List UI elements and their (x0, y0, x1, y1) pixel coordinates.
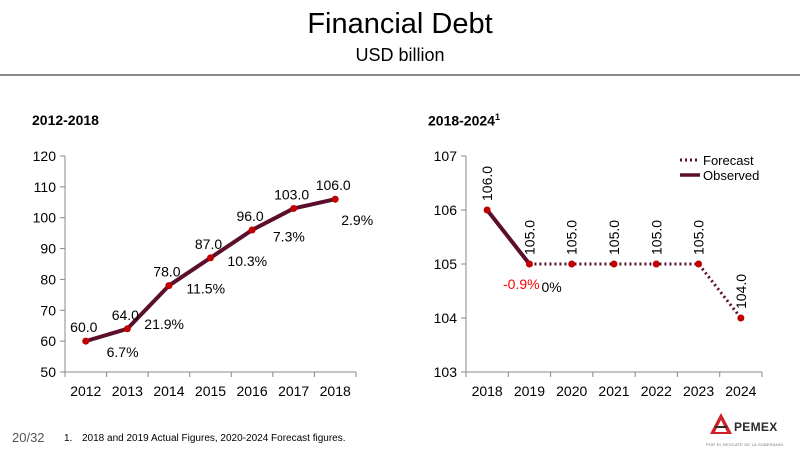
y-tick-label: 106 (434, 202, 458, 218)
x-tick-label: 2016 (236, 383, 267, 399)
data-label: 64.0 (112, 307, 139, 323)
right-chart-title-footnote-mark: 1 (494, 112, 500, 122)
y-tick-label: 103 (434, 364, 458, 380)
growth-rate-label: 0% (541, 279, 561, 295)
data-label: 96.0 (236, 208, 263, 224)
y-tick-label: 80 (40, 271, 56, 287)
data-label: 60.0 (70, 319, 97, 335)
series-line-forecast (529, 262, 743, 319)
y-tick-label: 104 (434, 310, 458, 326)
x-tick-label: 2021 (598, 383, 629, 399)
left-chart-title-text: 2012-2018 (32, 112, 99, 128)
page-title: Financial Debt (307, 8, 493, 40)
x-tick-label: 2018 (472, 383, 503, 399)
pemex-eagle-icon (710, 413, 732, 434)
x-tick-label: 2023 (683, 383, 714, 399)
y-tick-label: 110 (34, 179, 57, 195)
page-number: 20/32 (12, 430, 45, 445)
left-chart-title: 2012-2018 (32, 112, 99, 128)
x-tick-label: 2024 (725, 383, 756, 399)
pemex-logo-tagline: POR EL RESCATE DE LA SOBERANÍA (706, 442, 784, 447)
data-point (207, 254, 214, 262)
data-label: 104.0 (733, 274, 749, 309)
y-tick-label: 60 (40, 333, 56, 349)
x-tick-label: 2015 (195, 383, 226, 399)
data-label: 87.0 (195, 236, 222, 252)
data-label: 105.0 (521, 220, 537, 255)
data-point (568, 260, 576, 268)
data-point (695, 260, 703, 268)
data-point (652, 260, 660, 268)
x-tick-label: 2017 (278, 383, 309, 399)
y-tick-label: 50 (40, 364, 56, 380)
data-label: 103.0 (274, 186, 309, 202)
growth-rate-label: 21.9% (144, 316, 184, 332)
data-label: 106.0 (479, 166, 495, 201)
x-tick-label: 2022 (641, 383, 672, 399)
y-tick-label: 105 (434, 256, 458, 272)
x-tick-label: 2019 (514, 383, 545, 399)
x-tick-label: 2014 (153, 383, 184, 399)
page-subtitle: USD billion (355, 45, 445, 65)
data-point (331, 195, 339, 203)
growth-rate-label: 10.3% (227, 253, 267, 269)
growth-rate-label: 2.9% (341, 212, 373, 228)
growth-rate-label: -0.9% (503, 276, 540, 292)
data-point (525, 260, 533, 268)
x-tick-label: 2020 (556, 383, 587, 399)
data-point (248, 226, 256, 234)
footnote-number: 1. (64, 433, 73, 444)
series-line-observed (485, 208, 532, 266)
y-tick-label: 100 (33, 210, 57, 226)
legend-label-forecast: Forecast (703, 153, 754, 168)
x-tick-label: 2013 (112, 383, 143, 399)
growth-rate-label: 7.3% (273, 228, 305, 244)
y-tick-label: 120 (33, 148, 57, 164)
data-point (290, 204, 298, 212)
data-point (82, 337, 90, 345)
data-label: 105.0 (648, 220, 664, 255)
data-point (610, 260, 618, 268)
data-label: 105.0 (564, 220, 580, 255)
data-label: 105.0 (691, 220, 707, 255)
pemex-logo-text: PEMEX (734, 420, 778, 434)
right-chart-title-text: 2018-2024 (428, 112, 495, 129)
title-divider (0, 74, 800, 76)
y-tick-label: 107 (434, 148, 458, 164)
x-tick-label: 2018 (320, 383, 351, 399)
data-point (165, 282, 173, 290)
data-point (483, 206, 491, 214)
right-chart-title: 2018-20241 (428, 112, 500, 129)
legend-label-observed: Observed (703, 168, 759, 183)
data-point (123, 325, 131, 333)
footnote: 1. 2018 and 2019 Actual Figures, 2020-202… (64, 433, 346, 444)
data-label: 78.0 (153, 264, 180, 280)
x-tick-label: 2012 (70, 383, 101, 399)
footnote-text: 2018 and 2019 Actual Figures, 2020-2024 … (82, 433, 346, 444)
data-point (737, 314, 745, 322)
y-tick-label: 70 (40, 302, 56, 318)
y-tick-label: 90 (40, 241, 56, 257)
growth-rate-label: 6.7% (107, 344, 139, 360)
data-label: 105.0 (606, 220, 622, 255)
data-label: 106.0 (316, 177, 351, 193)
pemex-logo: PEMEX POR EL RESCATE DE LA SOBERANÍA (706, 412, 792, 448)
growth-rate-label: 11.5% (186, 281, 225, 297)
